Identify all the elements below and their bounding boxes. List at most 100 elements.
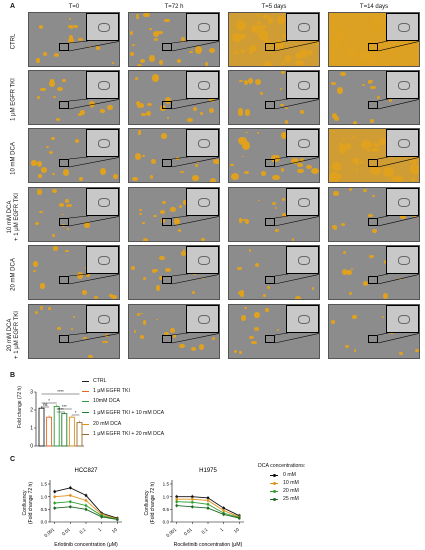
- cell-cluster: [88, 355, 93, 358]
- microscopy-image-tile: [128, 187, 220, 242]
- microscopy-image-tile: [328, 245, 420, 300]
- cell-cluster: [140, 312, 143, 315]
- zoom-connector-line: [171, 157, 219, 168]
- cell-cluster: [391, 176, 399, 182]
- legend-marker: [270, 489, 278, 493]
- x-tick-label: 1: [97, 527, 103, 533]
- zoom-region-box: [368, 335, 378, 343]
- cell-cluster: [37, 96, 41, 99]
- cell-cluster: [51, 173, 56, 176]
- microscopy-image-tile: [28, 245, 120, 300]
- cell-cluster: [72, 316, 75, 318]
- x-tick-label: 0.1: [79, 527, 87, 535]
- cell-cluster: [284, 55, 292, 63]
- cell-cluster: [68, 35, 73, 40]
- legend-label: 20 mM: [283, 488, 299, 494]
- cell-cluster: [204, 62, 209, 66]
- chart-title: HCC827: [74, 468, 98, 474]
- microscopy-image-tile: [128, 245, 220, 300]
- zoom-connector-lines: [171, 40, 219, 52]
- cell-cluster: [136, 313, 140, 316]
- column-header-t0: T=0: [68, 4, 80, 10]
- cell-cluster: [394, 57, 398, 60]
- zoom-connector-line: [68, 332, 89, 336]
- cell-cluster: [41, 167, 48, 174]
- cell-cluster: [281, 33, 287, 39]
- zoom-inset-image: [186, 305, 219, 333]
- column-header-t14days: T=14 days: [359, 4, 389, 10]
- x-tick-label: 10: [233, 527, 240, 534]
- cell-cluster: [91, 106, 94, 109]
- microscopy-image-tile: [228, 12, 320, 67]
- cell-cluster: [62, 78, 67, 83]
- cell-cluster: [40, 305, 44, 309]
- y-tick-label: 1.5: [41, 482, 48, 487]
- zoom-region-box: [59, 218, 69, 226]
- cell-cluster: [232, 32, 242, 42]
- legend-label: 1 μM EGFR TKI: [93, 388, 130, 394]
- zoom-connector-lines: [171, 215, 219, 227]
- cell-cluster: [187, 117, 194, 123]
- legend-marker: [270, 473, 278, 477]
- cell-cluster: [330, 22, 339, 28]
- zoom-inset-image: [186, 71, 219, 99]
- y-axis-label: Confluency: [144, 490, 150, 516]
- cell-cluster: [143, 238, 149, 241]
- cell-cluster: [243, 306, 248, 310]
- y-tick-label: 3: [30, 390, 33, 396]
- cell-cluster: [131, 43, 135, 46]
- cell-cluster: [50, 136, 55, 141]
- zoom-connector-lines: [274, 332, 319, 344]
- significance-label: ****: [57, 407, 64, 412]
- microscopy-image-tile: [328, 70, 420, 125]
- cell-cluster: [353, 121, 358, 124]
- cell-cluster: [159, 210, 165, 214]
- cell-cluster: [51, 234, 55, 237]
- cell-cluster: [34, 310, 38, 314]
- cell-cluster: [337, 35, 343, 41]
- zoom-connector-line: [68, 216, 119, 227]
- significance-label: *: [48, 398, 50, 403]
- cell-cluster: [265, 308, 269, 312]
- hcc827-line-chart: HCC827 0.0 0.5 1.0 1.5 0.001 0.01 0.1 1 10 Erlotin…: [22, 468, 122, 548]
- cell-cluster: [142, 320, 147, 325]
- cell-cluster: [39, 285, 45, 290]
- x-axis-label: Erlotinib concentration (μM): [54, 542, 118, 548]
- zoom-connector-line: [377, 40, 389, 44]
- cell-cluster: [279, 103, 284, 107]
- x-tick-label: 0.001: [43, 527, 55, 539]
- cell-cluster: [142, 222, 145, 224]
- cell-cluster: [370, 119, 375, 123]
- cell-cluster: [153, 37, 159, 41]
- cell-cluster: [371, 147, 379, 153]
- cell-cluster: [166, 116, 170, 119]
- zoom-inset-image: [386, 71, 419, 99]
- cell-cluster: [240, 49, 245, 54]
- zoom-connector-lines: [68, 156, 119, 168]
- zoom-connector-lines: [68, 215, 119, 227]
- cell-cluster: [77, 272, 83, 279]
- cell-cluster: [365, 24, 369, 28]
- cell-cluster: [332, 161, 341, 171]
- zoom-inset-image: [286, 71, 319, 99]
- y-axis-label: (Fold change 72 h): [28, 482, 34, 524]
- zoom-region-box: [368, 159, 378, 167]
- cell-cluster: [39, 283, 46, 288]
- cell-cluster: [101, 340, 106, 344]
- cell-cluster: [234, 350, 238, 354]
- cell-cluster: [209, 98, 215, 102]
- cell-cluster: [311, 287, 315, 291]
- cell-cluster: [52, 246, 58, 252]
- bar: [61, 413, 68, 447]
- cell-cluster: [48, 150, 53, 154]
- cell-cluster: [239, 351, 243, 354]
- zoom-region-box: [162, 335, 172, 343]
- cell-cluster: [191, 48, 194, 51]
- cell-cluster: [244, 219, 249, 224]
- legend-swatch: [82, 390, 89, 392]
- cell-cluster: [329, 171, 340, 182]
- cell-cluster: [355, 161, 360, 166]
- cell-cluster: [35, 57, 40, 62]
- cell-cluster: [139, 335, 144, 339]
- microscopy-image-tile: [228, 128, 320, 183]
